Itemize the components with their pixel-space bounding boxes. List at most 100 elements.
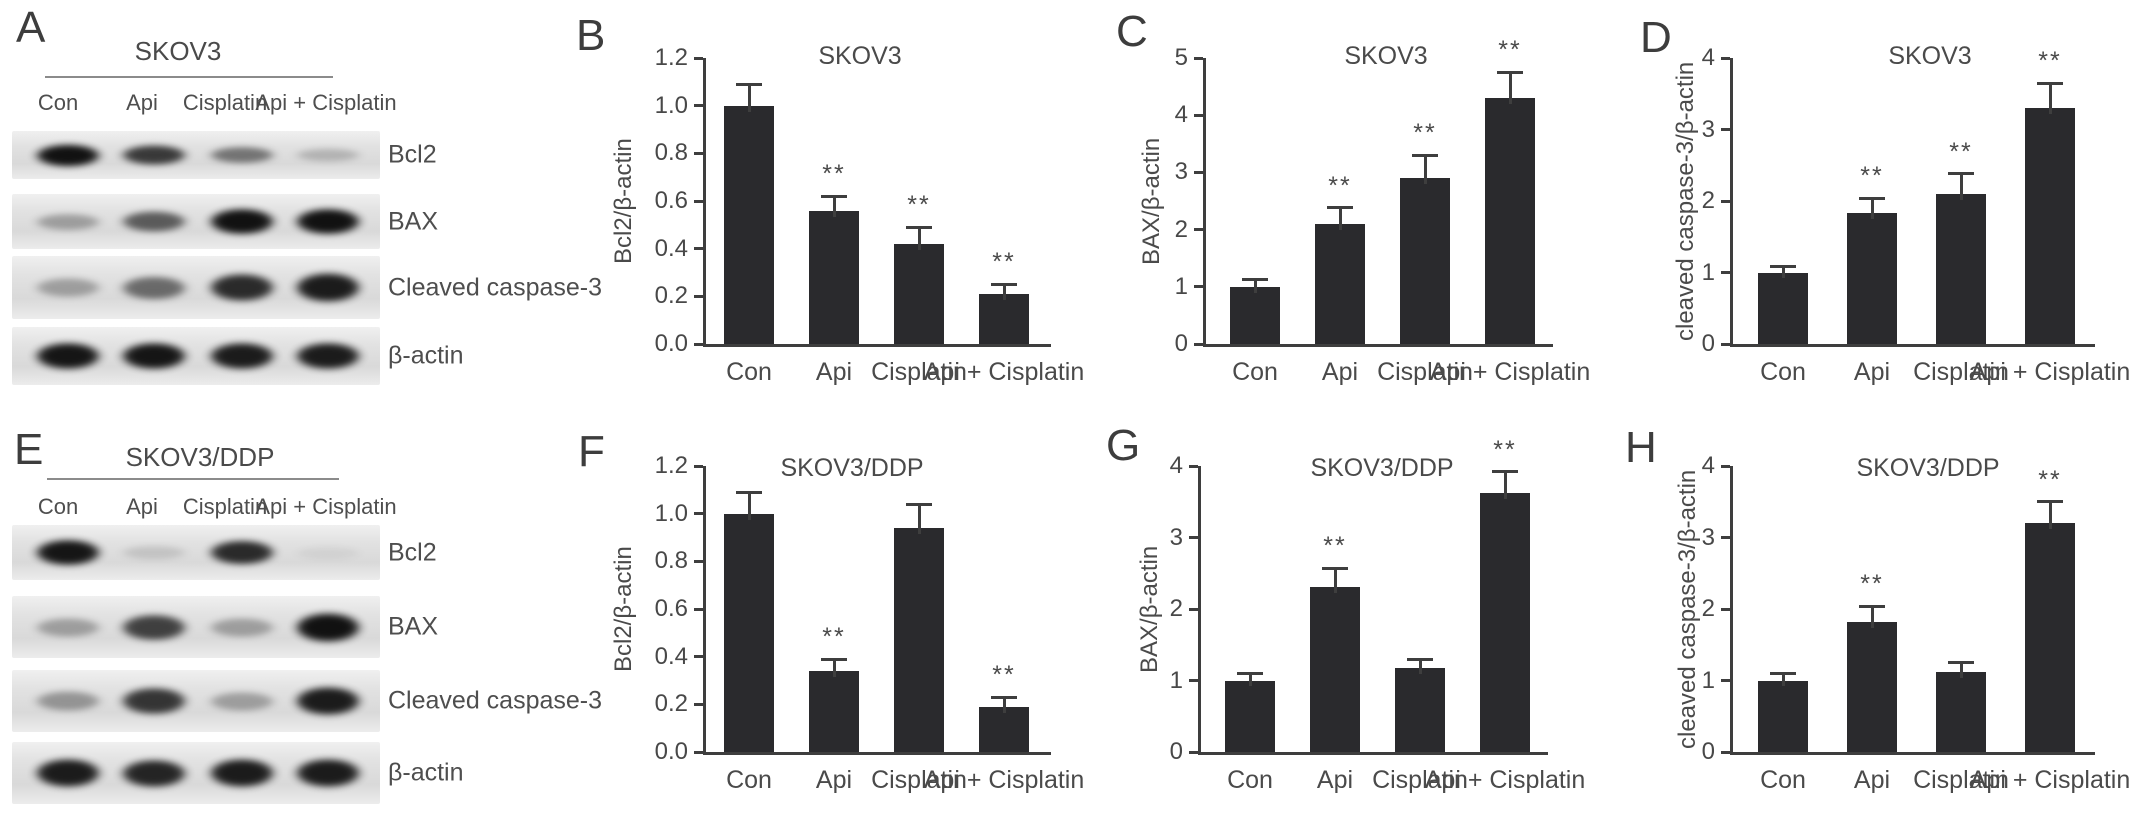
protein-band-cleaved-caspase-3-cisplatin (203, 271, 281, 304)
y-tick (1721, 56, 1730, 60)
protein-band-bcl2-api-cisplatin (289, 147, 367, 163)
bar-cisplatin (894, 243, 944, 344)
error-bar-con (747, 492, 751, 520)
bar-chart-bax-skov3-ddp: SKOV3/DDP BAX/β-actin 0 1 2 3 4 Con ** Api Cisplat… (1120, 408, 1680, 816)
panel-letter-a: A (16, 3, 46, 52)
y-tick (694, 247, 703, 251)
chart-title: SKOV3/DDP (780, 454, 924, 482)
y-tick (1189, 464, 1198, 468)
y-tick-label: 0 (1169, 738, 1183, 765)
x-axis-label-api: Api (1316, 766, 1354, 794)
plot-area: 0 1 2 3 4 Con ** Api Cisplatin ** Api + Cisplatin (1170, 436, 1586, 794)
y-tick-label: 0 (1701, 330, 1715, 357)
y-tick-label: 1.0 (654, 91, 688, 119)
bar-chart-bcl2-skov3: SKOV3 Bcl2/β-actin 0.0 0.2 0.4 0.6 0.8 1.0 1.2 Co… (560, 0, 1120, 408)
protein-band-cleaved-caspase-3-api (115, 685, 193, 717)
bar-con (1758, 680, 1808, 752)
protein-band-bax-con (29, 211, 107, 232)
bar-api (1310, 586, 1360, 752)
error-bar-cap-api (1859, 604, 1885, 608)
y-tick (694, 607, 703, 611)
error-bar-con (1248, 673, 1252, 687)
y-tick-label: 0.6 (654, 595, 688, 622)
bar-con (724, 513, 774, 752)
bar-chart-cleaved-caspase3-skov3: SKOV3 cleaved caspase-3/β-actin 0 1 2 3 4 Con **… (1672, 0, 2150, 408)
error-bar-cap-con (1770, 265, 1796, 269)
y-tick (694, 342, 703, 346)
protein-band-cleaved-caspase-3-con (29, 689, 107, 713)
error-bar-cap-api-cisplatin (1497, 70, 1523, 74)
lane-label-cisplatin: Cisplatin (182, 90, 268, 115)
chart-title: SKOV3/DDP (1310, 454, 1454, 482)
error-bar-cap-cisplatin (1412, 153, 1438, 157)
protein-band-bcl2-api-cisplatin (289, 544, 367, 561)
protein-band-cleaved-caspase-3-api-cisplatin (289, 684, 367, 718)
protein-band-actin-con (29, 756, 107, 790)
error-bar-api (832, 659, 836, 677)
error-bar-api-cisplatin (2048, 501, 2052, 530)
bar-api-cisplatin (1485, 98, 1535, 344)
x-axis-label-cisplatin: Cisplatin (1913, 766, 2009, 794)
significance-marker-api: ** (1860, 162, 1884, 191)
y-tick-label: 1 (1701, 258, 1715, 286)
x-axis-label-cisplatin: Cisplatin (1913, 358, 2009, 386)
cell-line-title: SKOV3 (134, 36, 222, 66)
x-axis-label-cisplatin: Cisplatin (871, 766, 967, 794)
y-tick (1721, 199, 1730, 203)
x-axis-label-api: Api (1321, 358, 1359, 386)
protein-band-bax-cisplatin (203, 615, 281, 639)
protein-band-bcl2-cisplatin (203, 145, 281, 165)
significance-marker-api-cisplatin: ** (992, 661, 1016, 690)
y-tick (1721, 607, 1730, 611)
lane-label-api-cisplatin: Api + Cisplatin (255, 494, 397, 519)
blot-strip-bcl2 (12, 131, 380, 179)
error-bar-cap-con (1242, 278, 1268, 282)
x-axis-label-con: Con (726, 766, 772, 794)
error-bar-cap-con (1770, 671, 1796, 675)
x-axis-label-con: Con (1227, 766, 1273, 794)
blot-strip-bax (12, 194, 380, 249)
error-bar-cap-con (736, 490, 762, 494)
protein-band-bcl2-api (115, 143, 193, 167)
x-axis-label-api: Api (1853, 358, 1891, 386)
bar-cisplatin (894, 527, 944, 752)
y-tick-label: 0.2 (654, 282, 688, 310)
significance-marker-api-cisplatin: ** (1498, 36, 1522, 65)
blot-strip-bcl2 (12, 525, 380, 580)
y-tick-label: 1 (1701, 666, 1715, 694)
protein-band-bax-api-cisplatin (289, 609, 367, 645)
protein-band-actin-con (29, 340, 107, 372)
error-bar-cap-cisplatin (1948, 661, 1974, 665)
error-bar-api-cisplatin (1508, 72, 1512, 105)
panel-letter-f: F (578, 427, 605, 476)
x-axis-label-con: Con (726, 358, 772, 386)
protein-band-bax-api-cisplatin (289, 206, 367, 237)
protein-band-actin-api-cisplatin (289, 340, 367, 372)
y-tick-label: 0 (1701, 738, 1715, 765)
y-tick (694, 655, 703, 659)
y-tick (694, 559, 703, 563)
y-tick (694, 464, 703, 468)
panel-letter-c: C (1116, 7, 1148, 56)
chart-title: SKOV3 (1344, 42, 1428, 70)
significance-marker-api-cisplatin: ** (992, 248, 1016, 277)
x-axis-label-cisplatin: Cisplatin (1372, 766, 1468, 794)
y-tick-label: 4 (1169, 452, 1183, 479)
error-bar-cap-cisplatin (906, 502, 932, 506)
significance-marker-cisplatin: ** (1949, 137, 1973, 166)
protein-band-bax-cisplatin (203, 206, 281, 237)
significance-marker-api: ** (1323, 532, 1347, 561)
error-bar-api (1870, 606, 1874, 628)
western-blot-panel-skov3: SKOV3 Con Api Cisplatin Api + Cisplatin Bcl2 B… (0, 0, 602, 408)
y-tick (1194, 342, 1203, 346)
blot-strip-cleaved-caspase-3 (12, 670, 380, 732)
error-bar-cisplatin (1959, 173, 1963, 200)
bar-api (809, 670, 859, 752)
panel-letter-g: G (1106, 421, 1141, 470)
x-axis-label-api-cisplatin: Api + Cisplatin (923, 358, 1085, 386)
y-tick-label: 0.4 (654, 234, 688, 262)
significance-marker-api-cisplatin: ** (2038, 465, 2062, 494)
y-tick-label: 5 (1174, 44, 1188, 71)
bar-chart-cleaved-caspase3-skov3-ddp: SKOV3/DDP cleaved caspase-3/β-actin 0 1 2 3 4 C… (1674, 408, 2150, 816)
plot-area: 0 1 2 3 4 5 Con ** Api ** Cisplatin ** Api + Cisplat… (1175, 36, 1591, 386)
